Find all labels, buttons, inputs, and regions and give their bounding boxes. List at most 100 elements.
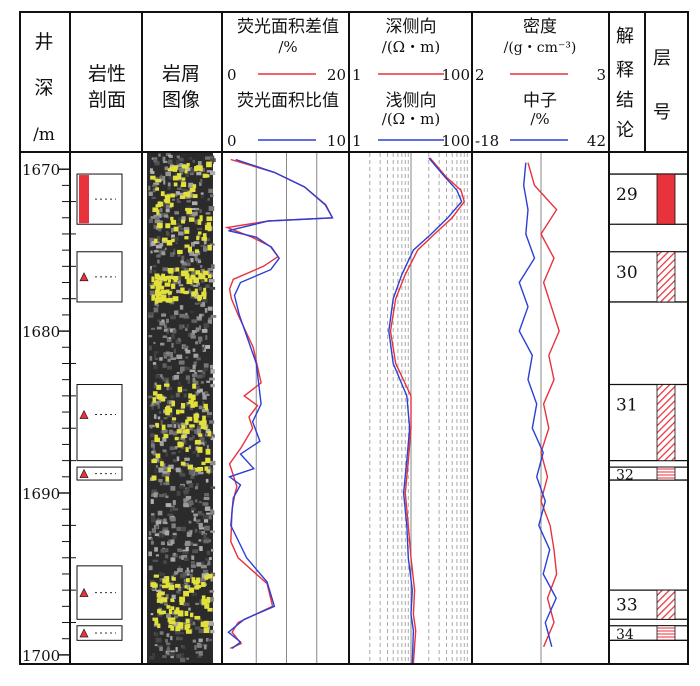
fluor-ratio-max: 10 xyxy=(327,132,346,150)
cuttings-grain xyxy=(209,286,216,290)
header-resistivity: 深侧向 /(Ω・m) 1 100 浅侧向 /(Ω・m) 1 100 xyxy=(352,17,470,150)
cuttings-grain xyxy=(183,345,189,349)
cuttings-grain xyxy=(210,171,216,176)
cuttings-grain xyxy=(186,533,192,537)
cuttings-fluorescent-grain xyxy=(161,273,166,278)
cuttings-grain xyxy=(192,348,196,352)
cuttings-grain xyxy=(166,400,170,405)
cuttings-fluorescent-grain xyxy=(152,397,156,403)
cuttings-grain xyxy=(167,182,171,187)
cuttings-fluorescent-grain xyxy=(173,182,178,187)
cuttings-fluorescent-grain xyxy=(165,576,169,581)
cuttings-grain xyxy=(180,422,186,427)
cuttings-grain xyxy=(189,405,194,411)
cuttings-grain xyxy=(185,403,190,407)
cuttings-grain xyxy=(199,599,202,605)
cuttings-grain xyxy=(205,409,209,413)
cuttings-grain xyxy=(191,270,196,275)
cuttings-grain xyxy=(182,462,189,467)
cuttings-grain xyxy=(170,252,175,257)
cuttings-grain xyxy=(150,541,154,545)
cuttings-grain xyxy=(159,593,164,598)
cuttings-fluorescent-grain xyxy=(157,609,162,614)
cuttings-grain xyxy=(180,446,185,450)
deep-lat-title: 深侧向 xyxy=(386,17,437,37)
cuttings-grain xyxy=(201,408,206,413)
cuttings-fluorescent-grain xyxy=(162,237,168,242)
cuttings-grain xyxy=(179,167,184,172)
cuttings-grain xyxy=(200,194,205,199)
cuttings-grain xyxy=(159,631,164,635)
cuttings-fluorescent-grain xyxy=(207,244,212,251)
cuttings-fluorescent-grain xyxy=(189,424,195,428)
cuttings-fluorescent-grain xyxy=(177,610,184,617)
cuttings-grain xyxy=(203,247,208,252)
cuttings-grain xyxy=(178,231,184,236)
cuttings-grain xyxy=(193,361,197,367)
cuttings-grain xyxy=(151,528,157,533)
cuttings-grain xyxy=(185,495,192,500)
cuttings-grain xyxy=(195,483,199,487)
cuttings-grain xyxy=(186,567,189,572)
lithology-track xyxy=(76,173,123,641)
cuttings-grain xyxy=(200,313,205,317)
cuttings-fluorescent-grain xyxy=(183,165,189,169)
depth-label: 1670 xyxy=(22,161,60,179)
cuttings-grain xyxy=(196,227,203,230)
cuttings-grain xyxy=(150,425,153,429)
cuttings-fluorescent-grain xyxy=(202,293,207,300)
cuttings-grain xyxy=(199,209,202,213)
cuttings-fluorescent-grain xyxy=(160,191,165,197)
cuttings-fluorescent-grain xyxy=(171,238,175,243)
cuttings-grain xyxy=(154,533,159,537)
cuttings-grain xyxy=(162,156,166,162)
cuttings-fluorescent-grain xyxy=(197,231,202,235)
cuttings-grain xyxy=(210,548,214,552)
cuttings-grain xyxy=(190,569,194,573)
cuttings-grain xyxy=(176,490,181,496)
cuttings-grain xyxy=(198,405,203,410)
cuttings-grain xyxy=(149,168,153,173)
cuttings-grain xyxy=(192,435,195,439)
cuttings-grain xyxy=(192,377,196,383)
cuttings-grain xyxy=(158,479,163,483)
density-title: 密度 xyxy=(523,17,557,37)
cuttings-grain xyxy=(189,211,192,217)
cuttings-grain xyxy=(196,423,201,428)
cuttings-fluorescent-grain xyxy=(201,582,206,587)
cuttings-grain xyxy=(207,638,213,642)
cuttings-grain xyxy=(155,464,159,468)
cuttings-grain xyxy=(185,349,191,354)
cuttings-grain xyxy=(149,242,153,247)
cuttings-grain xyxy=(207,267,214,272)
cuttings-grain xyxy=(159,572,162,577)
cuttings-fluorescent-grain xyxy=(165,582,171,588)
cuttings-grain xyxy=(195,258,200,261)
cuttings-grain xyxy=(166,413,173,418)
cuttings-fluorescent-grain xyxy=(192,194,198,199)
cuttings-grain xyxy=(199,437,205,442)
cuttings-fluorescent-grain xyxy=(151,475,157,481)
cuttings-grain xyxy=(181,556,184,560)
cuttings-fluorescent-grain xyxy=(185,618,190,624)
cuttings-grain xyxy=(174,310,179,316)
cuttings-grain xyxy=(198,340,201,344)
cuttings-grain xyxy=(154,219,161,224)
cuttings-fluorescent-grain xyxy=(185,629,192,634)
cuttings-fluorescent-grain xyxy=(188,399,194,405)
cuttings-fluorescent-grain xyxy=(171,400,176,407)
cuttings-grain xyxy=(200,192,204,195)
cuttings-grain xyxy=(194,499,198,503)
cuttings-grain xyxy=(206,512,211,515)
cuttings-grain xyxy=(177,162,183,168)
cuttings-fluorescent-grain xyxy=(163,277,168,282)
cuttings-grain xyxy=(183,227,190,232)
cuttings-grain xyxy=(157,319,161,322)
cuttings-grain xyxy=(203,533,207,538)
cuttings-grain xyxy=(183,315,190,319)
cuttings-grain xyxy=(168,337,172,340)
cuttings-fluorescent-grain xyxy=(203,627,210,634)
cuttings-grain xyxy=(193,380,199,385)
cuttings-grain xyxy=(188,182,194,188)
resistivity-track xyxy=(369,153,468,664)
